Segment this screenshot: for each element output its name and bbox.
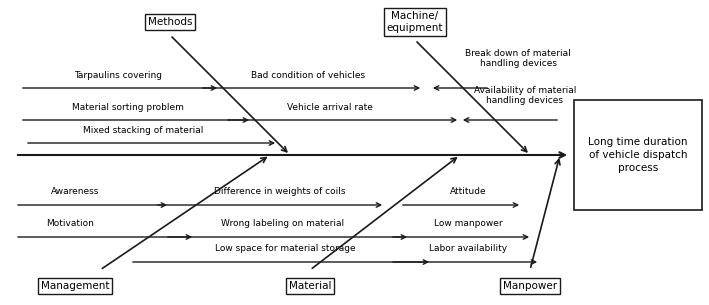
Text: Machine/
equipment: Machine/ equipment	[386, 11, 443, 33]
Text: Low space for material storage: Low space for material storage	[215, 244, 355, 253]
Text: Availability of material
handling devices: Availability of material handling device…	[474, 86, 576, 105]
Text: Long time duration
of vehicle dispatch
process: Long time duration of vehicle dispatch p…	[588, 137, 688, 173]
Text: Manpower: Manpower	[503, 281, 557, 291]
Text: Management: Management	[40, 281, 109, 291]
Text: Labor availability: Labor availability	[429, 244, 507, 253]
Text: Material sorting problem: Material sorting problem	[72, 103, 184, 112]
Text: Low manpower: Low manpower	[434, 219, 502, 228]
Text: Motivation: Motivation	[46, 219, 94, 228]
Text: Methods: Methods	[147, 17, 192, 27]
Text: Vehicle arrival rate: Vehicle arrival rate	[287, 103, 373, 112]
Text: Bad condition of vehicles: Bad condition of vehicles	[251, 71, 365, 80]
Text: Awareness: Awareness	[51, 187, 99, 196]
Text: Difference in weights of coils: Difference in weights of coils	[214, 187, 346, 196]
Text: Wrong labeling on material: Wrong labeling on material	[221, 219, 345, 228]
Text: Tarpaulins covering: Tarpaulins covering	[74, 71, 162, 80]
Text: Material: Material	[289, 281, 331, 291]
Bar	[574, 100, 702, 210]
Text: Mixed stacking of material: Mixed stacking of material	[83, 126, 203, 135]
Text: Attitude: Attitude	[450, 187, 486, 196]
Text: Break down of material
handling devices: Break down of material handling devices	[465, 48, 571, 68]
